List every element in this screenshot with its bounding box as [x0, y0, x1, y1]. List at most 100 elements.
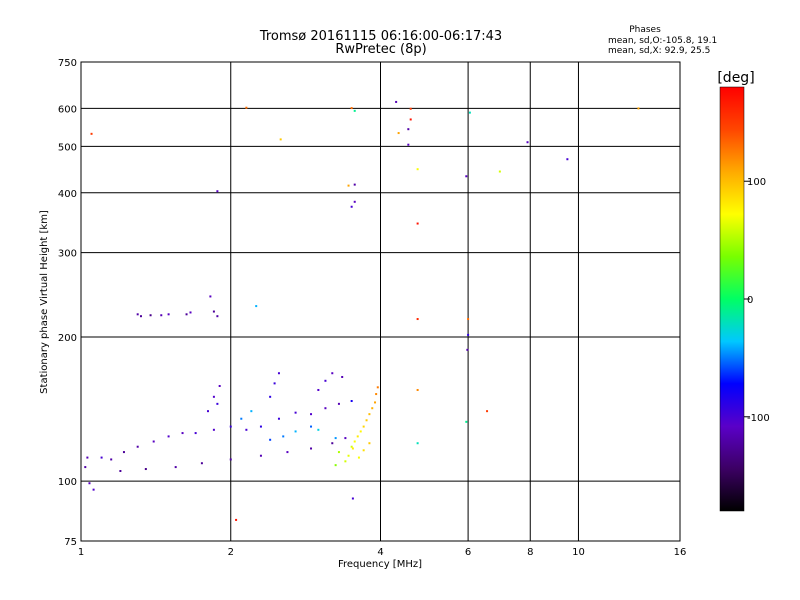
data-point: [229, 425, 232, 428]
data-point: [344, 460, 347, 463]
x-axis-label: Frequency [MHz]: [338, 559, 422, 570]
data-point: [416, 168, 419, 171]
data-point: [259, 425, 262, 428]
data-point: [416, 442, 419, 445]
data-point: [409, 118, 412, 121]
data-point: [362, 425, 365, 428]
data-point: [407, 128, 410, 131]
data-point: [416, 318, 419, 321]
data-point: [395, 100, 398, 103]
data-point: [92, 488, 95, 491]
data-point: [375, 393, 378, 396]
data-point: [362, 449, 365, 452]
data-point: [167, 313, 170, 316]
data-point: [374, 401, 377, 404]
data-point: [351, 447, 354, 450]
data-point: [167, 435, 170, 438]
stats-heading: Phases: [629, 25, 661, 35]
y-tick-label: 500: [58, 142, 77, 153]
data-point: [353, 183, 356, 186]
data-point: [407, 143, 410, 146]
data-point: [337, 402, 340, 405]
data-points: [84, 100, 640, 521]
y-tick-label: 600: [58, 104, 77, 115]
data-point: [216, 402, 219, 405]
data-point: [347, 454, 350, 457]
data-point: [279, 138, 282, 141]
data-point: [282, 435, 285, 438]
x-tick-label: 2: [228, 547, 234, 558]
data-point: [526, 141, 529, 144]
stats-line-o: mean, sd,O:-105.8, 19.1: [608, 36, 717, 46]
data-point: [273, 382, 276, 385]
data-point: [189, 311, 192, 314]
data-point: [136, 445, 139, 448]
x-tick-label: 1: [78, 547, 84, 558]
data-point: [350, 400, 353, 403]
y-tick-label: 750: [58, 58, 77, 69]
data-point: [351, 497, 354, 500]
data-point: [356, 435, 359, 438]
data-point: [209, 295, 212, 298]
data-point: [465, 175, 468, 178]
data-point: [397, 132, 400, 135]
chart-subtitle: RwPretec (8p): [335, 42, 426, 57]
data-point: [368, 413, 371, 416]
data-point: [368, 442, 371, 445]
data-point: [465, 420, 468, 423]
data-point: [160, 314, 163, 317]
data-point: [174, 466, 177, 469]
data-point: [324, 379, 327, 382]
data-point: [181, 432, 184, 435]
data-point: [269, 395, 272, 398]
data-point: [337, 451, 340, 454]
colorbar-tick-label: 100: [747, 177, 766, 188]
data-point: [250, 410, 253, 413]
data-point: [310, 447, 313, 450]
y-tick-label: 100: [58, 477, 77, 488]
data-point: [317, 388, 320, 391]
data-point: [310, 425, 313, 428]
colorbar-ticks: 100 0 -100: [744, 177, 770, 424]
data-point: [467, 318, 470, 321]
data-point: [416, 388, 419, 391]
data-point: [334, 437, 337, 440]
data-point: [144, 468, 147, 471]
data-point: [365, 419, 368, 422]
data-point: [218, 384, 221, 387]
data-point: [212, 428, 215, 431]
data-point: [344, 437, 347, 440]
data-point: [468, 111, 471, 114]
x-tick-label: 16: [674, 547, 687, 558]
data-point: [212, 310, 215, 313]
data-point: [467, 333, 470, 336]
data-point: [334, 464, 337, 467]
x-tick-label: 4: [377, 547, 383, 558]
data-point: [294, 430, 297, 433]
data-point: [229, 458, 232, 461]
data-point: [119, 470, 122, 473]
data-point: [245, 428, 248, 431]
y-tick-label: 200: [58, 333, 77, 344]
data-point: [637, 107, 640, 110]
stats-line-x: mean, sd,X: 92.9, 25.5: [608, 46, 710, 56]
data-point: [269, 438, 272, 441]
data-point: [185, 313, 188, 316]
data-point: [194, 432, 197, 435]
data-point: [149, 314, 152, 317]
data-point: [416, 222, 419, 225]
chart-title: Tromsø 20161115 06:16:00-06:17:43: [259, 29, 502, 44]
colorbar: [719, 86, 745, 512]
data-point: [350, 107, 353, 110]
data-point: [350, 205, 353, 208]
data-point: [122, 451, 125, 454]
data-point: [371, 407, 374, 410]
plot-frame: [80, 61, 681, 542]
data-point: [359, 430, 362, 433]
data-point: [216, 190, 219, 193]
data-point: [498, 170, 501, 173]
data-point: [376, 386, 379, 389]
data-point: [90, 132, 93, 135]
data-point: [310, 413, 313, 416]
